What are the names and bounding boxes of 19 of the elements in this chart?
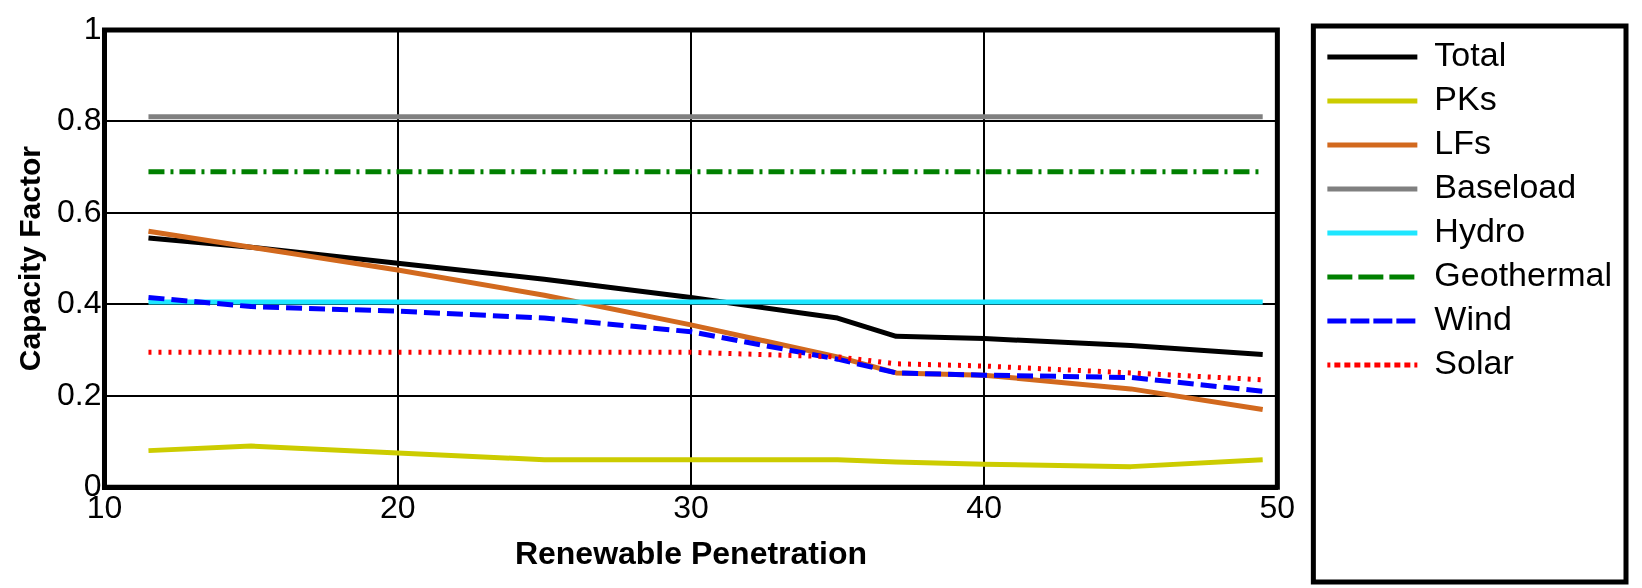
y-tick-label: 0.8	[57, 101, 102, 138]
legend-label: LFs	[1434, 123, 1492, 162]
y-tick-label: 0.6	[57, 192, 102, 229]
y-axis-title: Capacity Factor	[13, 145, 47, 372]
legend-label: Hydro	[1434, 211, 1526, 250]
legend-label: Baseload	[1434, 167, 1577, 206]
x-axis-title: Renewable Penetration	[514, 534, 867, 571]
y-tick-label: 0.4	[57, 284, 102, 321]
x-tick-label: 30	[673, 489, 709, 526]
x-tick-label: 50	[1259, 489, 1296, 526]
legend-label: PKs	[1434, 79, 1497, 118]
legend-label: Geothermal	[1434, 255, 1612, 294]
legend-label: Total	[1434, 35, 1507, 74]
legend-label: Solar	[1434, 343, 1514, 382]
legend-label: Wind	[1434, 299, 1512, 338]
y-tick-label: 0.2	[57, 375, 102, 412]
y-tick-label: 1	[83, 9, 102, 46]
x-tick-label: 20	[379, 489, 416, 526]
x-tick-label: 40	[966, 489, 1002, 526]
